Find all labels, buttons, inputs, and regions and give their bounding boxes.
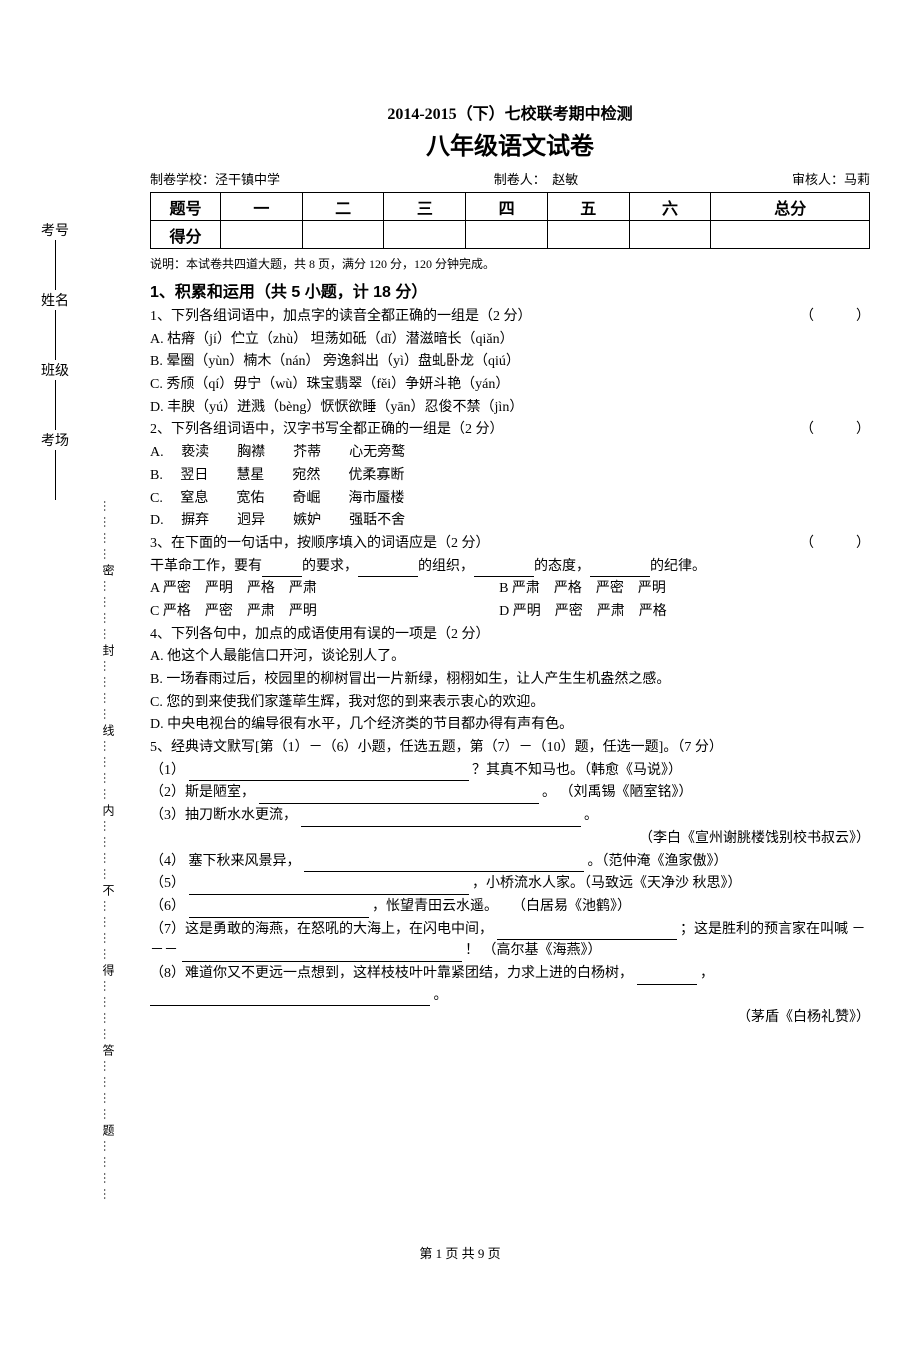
th-6: 六: [629, 193, 711, 221]
blank[interactable]: [182, 948, 462, 962]
th-5: 五: [547, 193, 629, 221]
score-cell[interactable]: [711, 221, 870, 249]
th-2: 二: [302, 193, 384, 221]
exam-title: 八年级语文试卷: [150, 126, 870, 161]
question-4: 4、下列各句中，加点的成语使用有误的一项是（2 分）: [150, 624, 870, 646]
blank[interactable]: [358, 563, 418, 577]
blank[interactable]: [259, 790, 539, 804]
blank[interactable]: [304, 858, 584, 872]
exam-header-1: 2014-2015（下）七校联考期中检测: [150, 100, 870, 124]
question-2: 2、下列各组词语中，汉字书写全都正确的一组是（2 分） （ ）: [150, 419, 870, 441]
blank[interactable]: [150, 992, 430, 1006]
blank[interactable]: [189, 881, 469, 895]
question-1: 1、下列各组词语中，加点字的读音全都正确的一组是（2 分） （ ）: [150, 306, 870, 328]
blank[interactable]: [637, 971, 697, 985]
th-label: 题号: [151, 193, 221, 221]
blank[interactable]: [497, 926, 677, 940]
info-row: 制卷学校：泾干镇中学 制卷人： 赵敏 审核人：马莉: [150, 169, 870, 188]
page-footer: 第 1 页 共 9 页: [0, 1243, 920, 1262]
q5-item-3-src: （李白《宣州谢朓楼饯别校书叔云》）: [150, 828, 870, 850]
blank[interactable]: [189, 767, 469, 781]
q2-option-c: C. 窒息 宽佑 奇崛 海市蜃楼: [150, 488, 870, 510]
q4-option-d: D. 中央电视台的编导很有水平，几个经济类的节目都办得有声有色。: [150, 714, 870, 736]
blank[interactable]: [590, 563, 650, 577]
q5-item-1: （1） ？其真不知马也。（韩愈《马说》）: [150, 760, 870, 782]
question-3: 3、在下面的一句话中，按顺序填入的词语应是（2 分） （ ）: [150, 533, 870, 555]
score-cell[interactable]: [221, 221, 303, 249]
q3-options-row1: A 严密 严明 严格 严肃 B 严肃 严格 严密 严明: [150, 578, 870, 600]
table-row-score: 得分: [151, 221, 870, 249]
question-5: 5、经典诗文默写[第（1）－（6）小题，任选五题，第（7）－（10）题，任选一题…: [150, 737, 870, 759]
reviewer-info: 审核人：马莉: [792, 169, 870, 188]
q5-item-6: （6） ，怅望青田云水遥。 （白居易《池鹤》）: [150, 896, 870, 918]
q1-option-b: B. 晕圈（yùn）楠木（nán） 旁逸斜出（yì）盘虬卧龙（qiú）: [150, 351, 870, 373]
q5-item-8-src: （茅盾《白杨礼赞》）: [150, 1007, 870, 1029]
blank[interactable]: [301, 813, 581, 827]
q2-option-b: B. 翌日 慧星 宛然 优柔寡断: [150, 465, 870, 487]
score-cell[interactable]: [466, 221, 548, 249]
q1-option-c: C. 秀颀（qí）毋宁（wù）珠宝翡翠（fěi）争妍斗艳（yán）: [150, 374, 870, 396]
q1-option-a: A. 枯瘠（jí）伫立（zhù） 坦荡如砥（dǐ）潜滋暗长（qiǎn）: [150, 329, 870, 351]
q5-item-7: （7）这是勇敢的海燕，在怒吼的大海上，在闪电中间， ；这是胜利的预言家在叫喊 －…: [150, 919, 870, 962]
blank[interactable]: [474, 563, 534, 577]
page-content: 2014-2015（下）七校联考期中检测 八年级语文试卷 制卷学校：泾干镇中学 …: [0, 0, 920, 1080]
answer-paren[interactable]: （ ）: [800, 419, 870, 441]
q4-option-b: B. 一场春雨过后，校园里的柳树冒出一片新绿，栩栩如生，让人产生生机盎然之感。: [150, 669, 870, 691]
blank[interactable]: [189, 904, 369, 918]
q5-item-5: （5） ，小桥流水人家。（马致远《天净沙 秋思》）: [150, 873, 870, 895]
th-1: 一: [221, 193, 303, 221]
score-cell[interactable]: [384, 221, 466, 249]
answer-paren[interactable]: （ ）: [800, 533, 870, 555]
score-cell[interactable]: [547, 221, 629, 249]
score-table: 题号 一 二 三 四 五 六 总分 得分: [150, 192, 870, 249]
blank[interactable]: [262, 563, 302, 577]
school-info: 制卷学校：泾干镇中学: [150, 169, 280, 188]
q2-option-d: D. 摒弃 迥异 嫉妒 强聒不舍: [150, 510, 870, 532]
answer-paren[interactable]: （ ）: [800, 306, 870, 328]
q3-options-row2: C 严格 严密 严肃 严明 D 严明 严密 严肃 严格: [150, 601, 870, 623]
score-cell[interactable]: [302, 221, 384, 249]
q3-sentence: 干革命工作，要有的要求，的组织，的态度，的纪律。: [150, 556, 870, 578]
td-label: 得分: [151, 221, 221, 249]
q5-item-8: （8）难道你又不更远一点想到，这样枝枝叶叶靠紧团结，力求上进的白杨树， ， 。: [150, 963, 870, 1006]
q1-option-d: D. 丰腴（yú）迸溅（bèng）恹恹欲睡（yān）忍俊不禁（jìn）: [150, 397, 870, 419]
q2-option-a: A. 亵渎 胸襟 芥蒂 心无旁鹜: [150, 442, 870, 464]
score-cell[interactable]: [629, 221, 711, 249]
th-3: 三: [384, 193, 466, 221]
q5-item-3: （3）抽刀断水水更流， 。: [150, 805, 870, 827]
author-info: 制卷人： 赵敏: [494, 169, 579, 188]
q4-option-a: A. 他这个人最能信口开河，谈论别人了。: [150, 646, 870, 668]
section-1-title: 1、积累和运用（共 5 小题，计 18 分）: [150, 278, 870, 302]
q4-option-c: C. 您的到来使我们家蓬荜生辉，我对您的到来表示衷心的欢迎。: [150, 692, 870, 714]
q5-item-2: （2）斯是陋室， 。 （刘禹锡《陋室铭》）: [150, 782, 870, 804]
table-row-header: 题号 一 二 三 四 五 六 总分: [151, 193, 870, 221]
q5-item-4: （4） 塞下秋来风景异， 。（范仲淹《渔家傲》）: [150, 851, 870, 873]
th-total: 总分: [711, 193, 870, 221]
th-4: 四: [466, 193, 548, 221]
exam-description: 说明：本试卷共四道大题，共 8 页，满分 120 分，120 分钟完成。: [150, 255, 870, 272]
